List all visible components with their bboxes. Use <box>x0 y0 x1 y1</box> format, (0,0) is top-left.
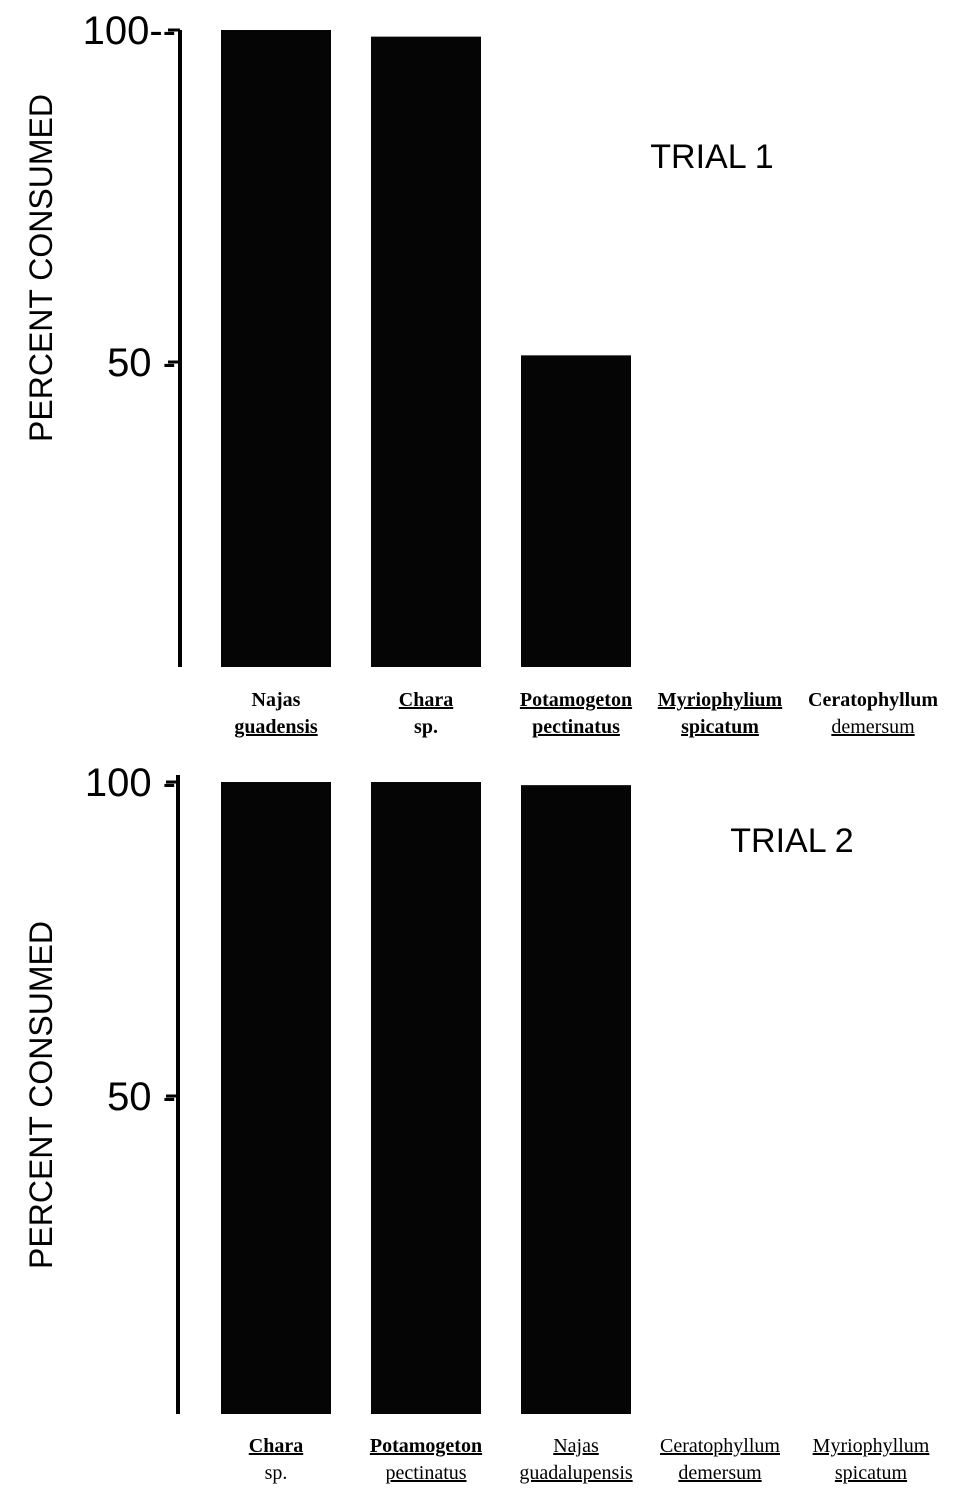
category-label-line1: Najas <box>252 689 301 711</box>
category-label-line1: Chara <box>249 1435 303 1457</box>
y-tick-label: 100 - <box>85 761 176 805</box>
chart-title: TRIAL 1 <box>650 138 773 176</box>
category-label-line2: pectinatus <box>385 1462 466 1484</box>
bar-2 <box>371 782 481 1414</box>
chart-panel-trial-1: 100-- 50 - PERCENT CONSUMED TRIAL 1 Najas gua… <box>23 9 938 738</box>
category-label-line2: guadensis <box>234 716 318 738</box>
category-label-line1: Ceratophyllum <box>660 1435 780 1457</box>
category-label-line1: Myriophylium <box>658 689 783 711</box>
category-label-line2: demersum <box>831 716 915 738</box>
chart-title: TRIAL 2 <box>730 822 853 860</box>
y-tick-label: 50 - <box>107 1075 176 1119</box>
category-label-line2: guadalupensis <box>519 1462 633 1484</box>
category-label-line1: Najas <box>553 1435 599 1457</box>
category-label-line1: Ceratophyllum <box>808 689 938 711</box>
category-label-line1: Myriophyllum <box>813 1435 930 1457</box>
y-axis-title: PERCENT CONSUMED <box>23 921 59 1269</box>
bar-3 <box>521 785 631 1414</box>
y-tick-label: 50 - <box>107 341 176 385</box>
category-label-line1: Potamogeton <box>370 1435 482 1457</box>
category-label-line2: spicatum <box>681 716 759 738</box>
category-label-line2: sp. <box>414 716 438 738</box>
bar-1 <box>221 30 331 667</box>
category-label-line1: Chara <box>399 689 453 711</box>
bar-3 <box>521 355 631 667</box>
category-label-line2: sp. <box>265 1462 288 1484</box>
bar-2 <box>371 36 481 667</box>
bar-1 <box>221 782 331 1414</box>
chart-panel-trial-2: 100 - 50 - PERCENT CONSUMED TRIAL 2 Chara sp.… <box>23 761 930 1484</box>
category-label-line2: demersum <box>678 1462 762 1484</box>
category-label-line1: Potamogeton <box>520 689 632 711</box>
category-label-line2: pectinatus <box>532 716 620 738</box>
y-axis-title: PERCENT CONSUMED <box>23 94 59 442</box>
category-label-line2: spicatum <box>835 1462 908 1484</box>
y-tick-label: 100-- <box>83 9 176 53</box>
